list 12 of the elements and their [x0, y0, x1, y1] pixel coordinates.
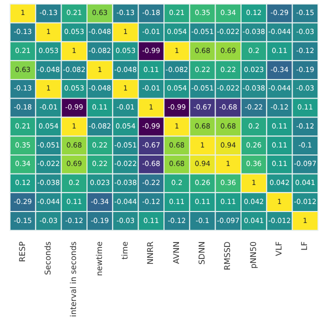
x-tick-label: AVNN — [172, 241, 181, 264]
x-tick-label: SDNN — [198, 241, 207, 265]
x-tick-label: time — [120, 241, 130, 260]
x-tick-label: RMSSD — [223, 241, 232, 270]
x-tick-label: newtime — [94, 241, 104, 276]
x-tick-label: interval in seconds — [69, 241, 78, 317]
x-tick-label: NNRR — [146, 240, 156, 265]
x-tick-label: Seconds — [44, 241, 53, 276]
x-tick-label: LF — [300, 241, 310, 250]
x-tick-label: pNN50 — [248, 241, 258, 269]
x-tick-label: RESP — [18, 241, 27, 262]
x-tick-label: VLF — [274, 241, 284, 256]
